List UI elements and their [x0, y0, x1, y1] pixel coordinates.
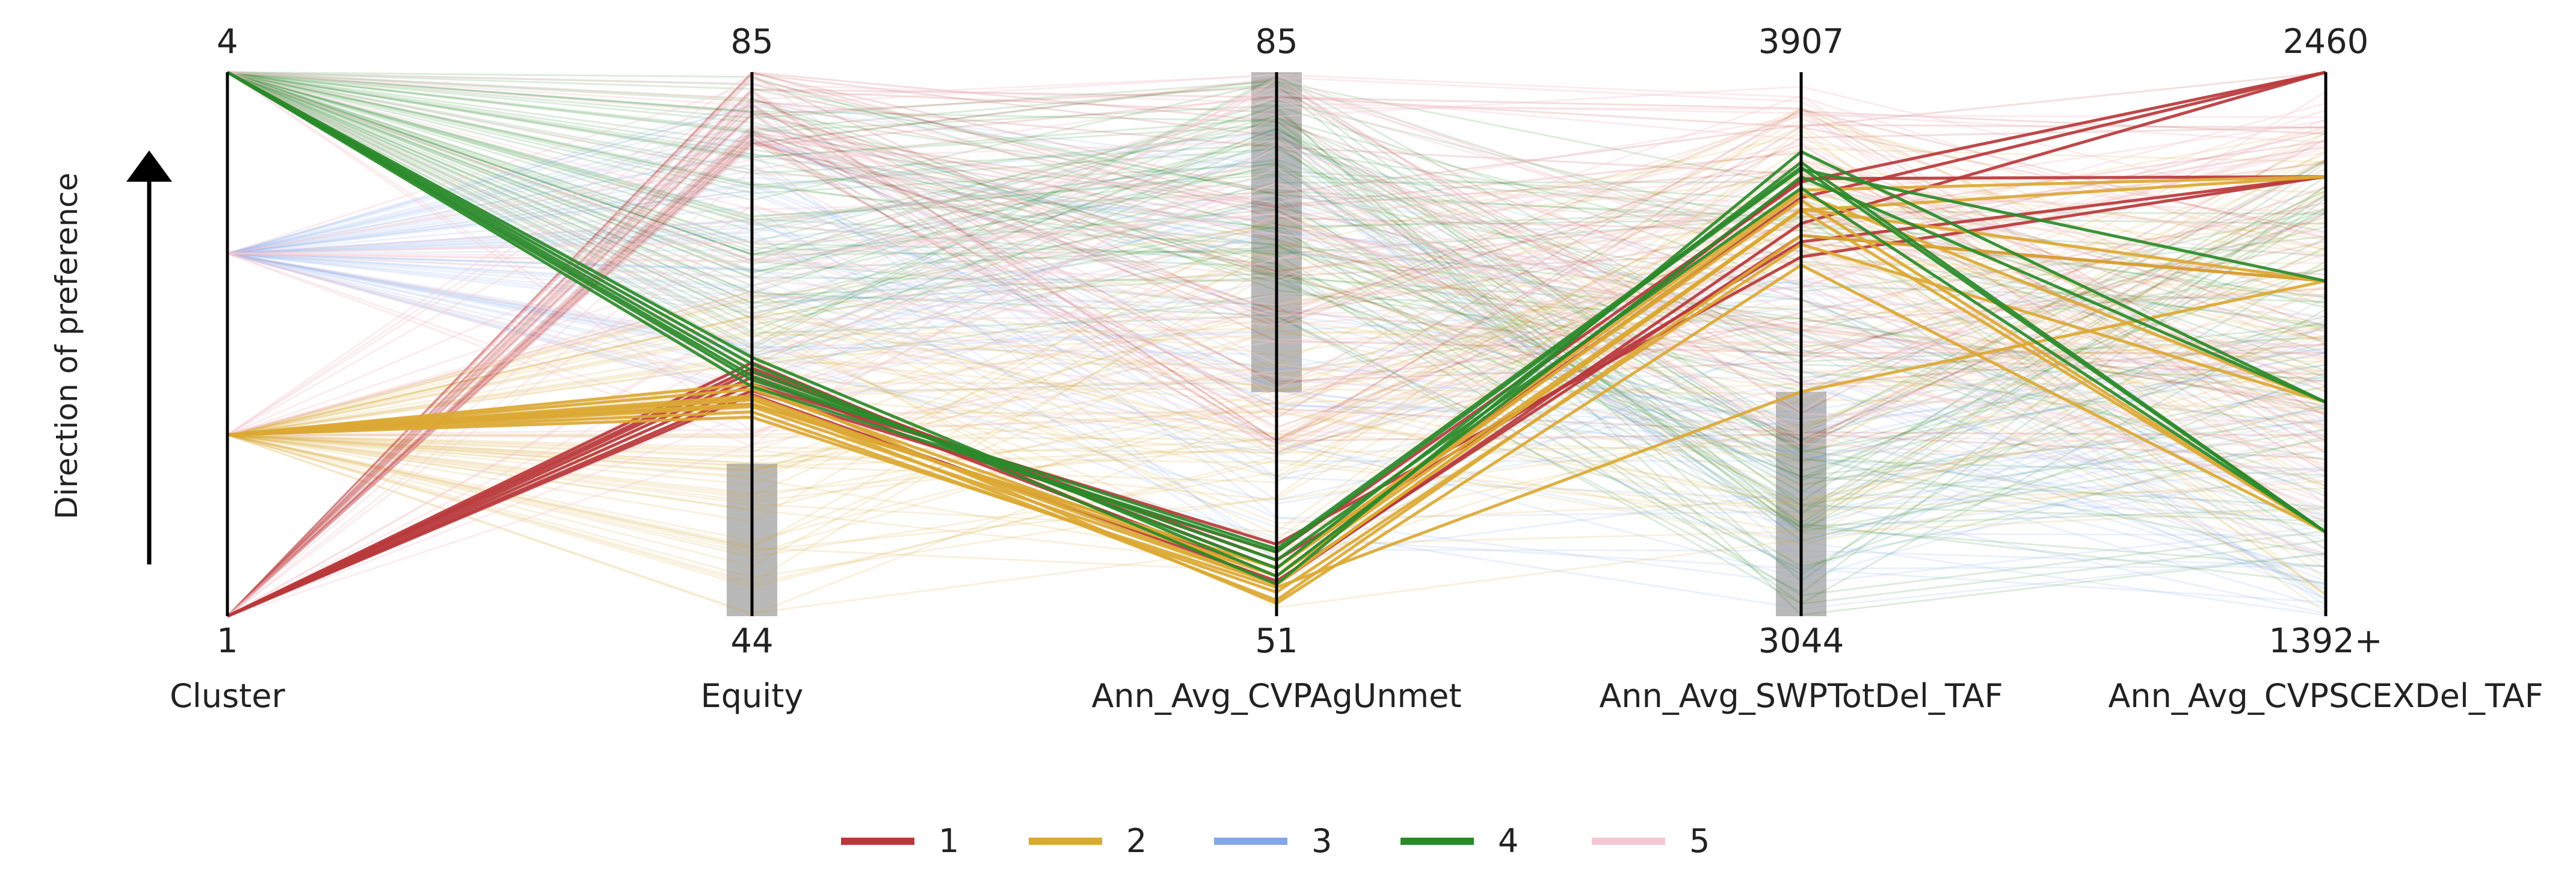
axis-name-label: Cluster [170, 677, 285, 715]
axis-top-label: 3907 [1758, 22, 1844, 61]
arrow-up-icon [126, 150, 172, 182]
axis-bottom-label: 51 [1255, 622, 1298, 661]
axis-name-label: Ann_Avg_CVPAgUnmet [1091, 677, 1461, 715]
axis-name-label: Ann_Avg_SWPTotDel_TAF [1599, 677, 2003, 715]
legend-label-5: 5 [1689, 822, 1710, 860]
axis-top-label: 4 [217, 22, 238, 61]
legend: 1 2 3 4 5 [841, 822, 1710, 860]
axis-top-label: 85 [1255, 22, 1298, 61]
axis-top-label: 2460 [2283, 22, 2369, 61]
legend-label-2: 2 [1126, 822, 1147, 860]
axes-layer: 4 1 Cluster 85 44 Equity 85 51 Ann_Avg_CVPAgUnme… [170, 22, 2543, 715]
legend-label-3: 3 [1311, 822, 1332, 860]
preference-arrow: Direction of preference [49, 150, 172, 564]
axis-name-label: Equity [701, 677, 804, 715]
axis-name-label: Ann_Avg_CVPSCEXDel_TAF [2108, 677, 2543, 715]
axis-bottom-label: 44 [730, 622, 773, 661]
axis-bottom-label: 3044 [1758, 622, 1844, 661]
axis-bottom-label: 1 [217, 622, 238, 661]
axis-bottom-label: 1392+ [2269, 622, 2382, 661]
preference-label: Direction of preference [49, 173, 84, 519]
legend-label-4: 4 [1498, 822, 1518, 860]
axis-top-label: 85 [730, 22, 773, 61]
legend-label-1: 1 [938, 822, 959, 860]
